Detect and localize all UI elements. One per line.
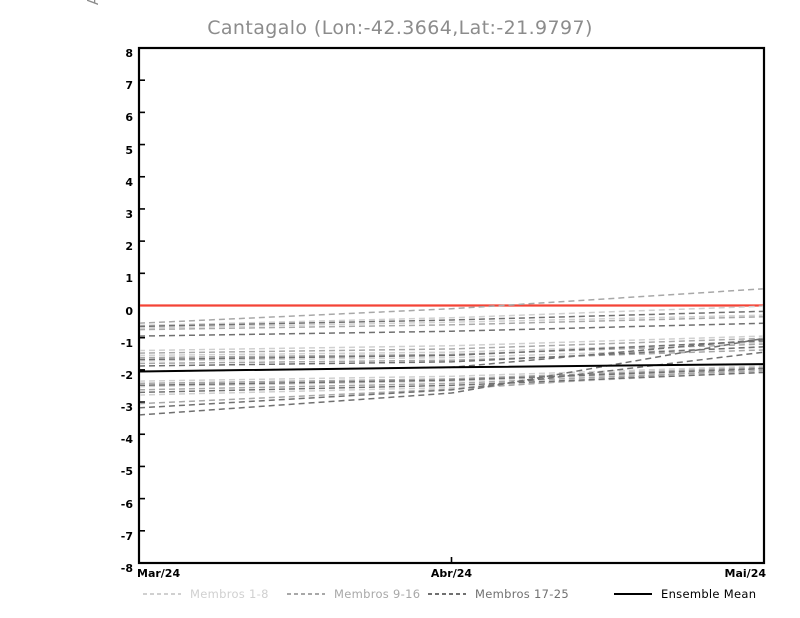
x-tick-label: Mar/24 <box>137 567 181 580</box>
series-line-18 <box>140 322 763 337</box>
y-tick-label: -3 <box>100 396 133 415</box>
chart-title: Cantagalo (Lon:-42.3664,Lat:-21.9797) <box>207 17 593 39</box>
series-line-23 <box>140 371 763 394</box>
y-tick-label-text: 8 <box>125 47 133 60</box>
y-tick-label-text: 5 <box>125 143 133 157</box>
y-tick-label: -7 <box>100 525 133 544</box>
legend-swatch-icon <box>614 593 652 595</box>
series-line-22 <box>140 367 763 387</box>
series-line-3 <box>140 335 763 352</box>
y-tick-label: -2 <box>100 364 133 383</box>
y-tick-label: -4 <box>100 428 133 447</box>
y-tick-label: -5 <box>100 460 133 479</box>
series-line-26 <box>140 363 763 373</box>
y-tick-label-text: -8 <box>120 562 133 575</box>
y-tick-label: 5 <box>100 139 133 158</box>
y-tick-label-text: 2 <box>125 240 133 254</box>
legend-label: Membros 1-8 <box>190 587 269 601</box>
series-line-17 <box>140 310 763 328</box>
y-tick-label-text: -6 <box>120 497 133 511</box>
legend-item: Membros 17-25 <box>428 586 569 602</box>
y-tick-label: -6 <box>100 493 133 512</box>
legend-swatch-icon <box>428 593 466 595</box>
legend-label: Ensemble Mean <box>661 587 757 601</box>
y-tick-label-text: 6 <box>125 111 133 125</box>
series-line-19 <box>140 340 763 361</box>
y-tick-label-text: 0 <box>125 304 133 318</box>
y-tick-label: 4 <box>100 171 133 190</box>
legend-item: Membros 9-16 <box>287 586 420 602</box>
series-group <box>140 288 763 416</box>
y-tick-label-text: -7 <box>120 529 133 543</box>
series-line-1 <box>140 305 763 327</box>
y-tick-label: 0 <box>100 300 133 319</box>
y-tick-label-text: -1 <box>120 336 133 350</box>
y-tick-label: 2 <box>100 235 133 254</box>
legend-swatch-icon <box>143 593 181 595</box>
y-tick-label: 8 <box>100 42 133 61</box>
y-tick-label: 1 <box>100 267 133 286</box>
series-line-12 <box>140 343 763 359</box>
y-tick-label-text: 3 <box>125 207 133 221</box>
y-tick-label: -8 <box>100 557 133 576</box>
y-tick-label-text: -5 <box>120 465 133 479</box>
series-line-14 <box>140 366 763 385</box>
chart-legend: Membros 1-8 Membros 9-16 Membros 17-25 Ense… <box>0 586 800 604</box>
y-tick-label-text: -3 <box>120 401 133 415</box>
legend-swatch-icon <box>287 593 325 595</box>
series-line-6 <box>140 365 763 382</box>
legend-label: Membros 9-16 <box>334 587 421 601</box>
series-line-2 <box>140 314 763 329</box>
series-line-13 <box>140 349 763 365</box>
y-tick-label: -1 <box>100 332 133 351</box>
series-line-20 <box>140 345 763 367</box>
series-line-9 <box>140 288 763 324</box>
y-tick-label: 3 <box>100 203 133 222</box>
y-tick-label-text: 7 <box>125 79 133 93</box>
y-tick-label-text: 1 <box>125 272 133 286</box>
series-line-7 <box>140 369 763 388</box>
x-tick-label: Mai/24 <box>724 567 766 580</box>
y-tick-label: 7 <box>100 74 133 93</box>
y-tick-label-text: 4 <box>125 175 133 189</box>
series-line-5 <box>140 346 763 362</box>
legend-item: Membros 1-8 <box>143 586 269 602</box>
legend-item: Ensemble Mean <box>614 586 756 602</box>
series-line-24 <box>140 337 763 416</box>
series-line-10 <box>140 316 763 331</box>
series-line-11 <box>140 337 763 354</box>
y-tick-label-text: -4 <box>120 433 133 447</box>
x-tick-label: Abr/24 <box>430 567 473 580</box>
legend-label: Membros 17-25 <box>475 587 569 601</box>
y-tick-label: 6 <box>100 106 133 125</box>
y-tick-label-text: -2 <box>120 368 133 382</box>
